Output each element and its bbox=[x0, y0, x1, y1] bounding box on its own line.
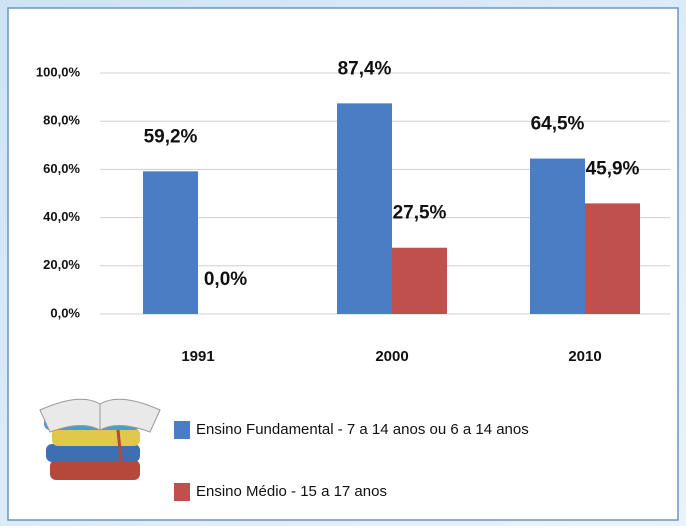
x-tick-label: 2000 bbox=[375, 348, 408, 365]
x-tick-label: 1991 bbox=[181, 348, 214, 365]
bar bbox=[143, 171, 198, 314]
value-label: 64,5% bbox=[531, 114, 585, 135]
legend-swatch bbox=[174, 483, 190, 501]
x-tick-label: 2010 bbox=[568, 348, 601, 365]
value-label: 27,5% bbox=[393, 203, 447, 224]
legend-swatch bbox=[174, 421, 190, 439]
value-label: 87,4% bbox=[338, 58, 392, 79]
chart: 0,0% 20,0% 40,0% 60,0% 80,0% 100,0% 1991 59,2% 0… bbox=[0, 0, 686, 526]
value-label: 0,0% bbox=[204, 269, 247, 290]
bar bbox=[530, 159, 585, 314]
y-tick-label: 40,0% bbox=[43, 209, 80, 224]
bar bbox=[337, 103, 392, 314]
y-tick-label: 100,0% bbox=[36, 64, 81, 79]
y-tick-label: 80,0% bbox=[43, 113, 80, 128]
value-label: 59,2% bbox=[144, 126, 198, 147]
y-tick-label: 60,0% bbox=[43, 161, 80, 176]
y-tick-label: 0,0% bbox=[50, 305, 80, 320]
legend-label: Ensino Médio - 15 a 17 anos bbox=[196, 483, 387, 500]
legend-label: Ensino Fundamental - 7 a 14 anos ou 6 a … bbox=[196, 421, 529, 438]
bar bbox=[392, 248, 447, 314]
value-label: 45,9% bbox=[586, 158, 640, 179]
bar bbox=[585, 203, 640, 314]
y-tick-label: 20,0% bbox=[43, 257, 80, 272]
